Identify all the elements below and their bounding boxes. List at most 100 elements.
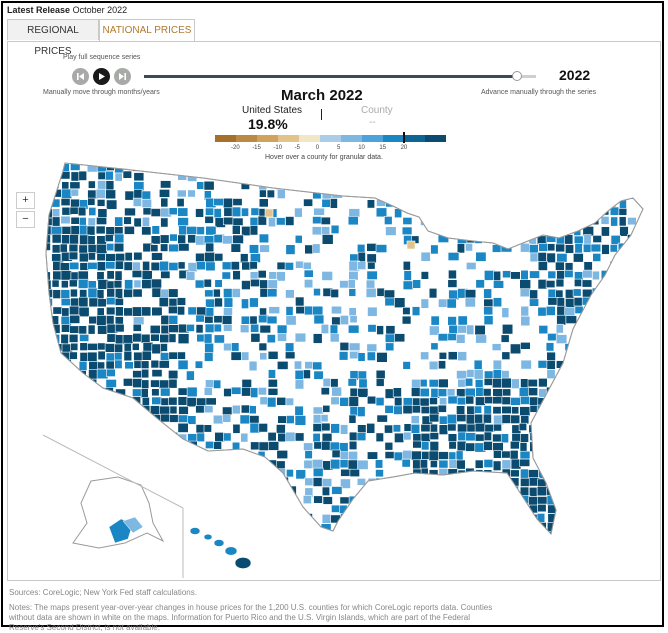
county-cell (159, 486, 171, 498)
county-cell (456, 413, 467, 422)
county-cell (356, 180, 367, 189)
county-cell (329, 198, 338, 209)
us-county-map[interactable] (3, 3, 663, 583)
county-cell (213, 198, 224, 206)
legend-tick-label: -10 (273, 145, 283, 151)
county-cell (276, 324, 288, 335)
county-cell (403, 270, 412, 281)
county-cell (375, 207, 388, 218)
county-cell (628, 406, 637, 415)
county-cell (123, 288, 133, 298)
county-cell (294, 378, 305, 390)
county-cell (46, 198, 53, 206)
county-cell (646, 424, 655, 433)
zoom-out-button[interactable]: − (16, 211, 35, 228)
county-cell (358, 172, 368, 182)
county-cell (475, 513, 486, 522)
county-cell (97, 406, 109, 417)
county-cell (456, 486, 466, 497)
county-cell (573, 198, 586, 207)
county-cell (646, 532, 653, 541)
county-cell (537, 441, 550, 452)
county-cell (258, 233, 270, 244)
county-cell (321, 234, 334, 245)
county-cell (204, 342, 214, 354)
county-cell (375, 487, 385, 497)
county-cell (465, 262, 477, 270)
county-cell (646, 343, 655, 351)
county-cell (574, 450, 583, 459)
county-cell (366, 243, 377, 252)
timeline-slider-handle[interactable] (512, 71, 522, 81)
county-cell (78, 378, 89, 389)
county-cell (556, 406, 568, 416)
county-cell (582, 269, 593, 279)
county-cell (160, 217, 169, 228)
county-cell (556, 226, 566, 236)
hawaii-island (203, 533, 213, 541)
county-cell (501, 351, 511, 360)
county-cell (320, 414, 329, 423)
county-cell (194, 360, 203, 369)
county-cell (628, 496, 638, 507)
county-cell (483, 513, 493, 524)
county-cell (430, 540, 439, 547)
county-cell (87, 469, 96, 479)
county-cell (321, 513, 333, 524)
county-cell (619, 541, 629, 549)
county-cell (538, 377, 548, 388)
county-cell (491, 522, 502, 530)
county-cell (555, 487, 566, 496)
county-cell (78, 296, 89, 308)
county-cell (583, 424, 594, 433)
zoom-in-button[interactable]: + (16, 192, 35, 209)
county-cell (267, 387, 279, 396)
timeline-slider-track[interactable] (144, 75, 516, 78)
play-button[interactable] (93, 68, 110, 85)
county-cell (636, 324, 643, 333)
county-cell (124, 361, 134, 370)
county-cell (114, 316, 124, 325)
county-cell (275, 523, 288, 534)
county-cell (421, 440, 430, 451)
county-cell (177, 513, 188, 525)
county-cell (51, 503, 59, 513)
county-cell (141, 350, 152, 361)
county-cell (78, 278, 90, 289)
county-cell (647, 396, 657, 406)
county-cell (186, 323, 195, 332)
county-cell (232, 234, 244, 244)
county-cell (429, 432, 439, 440)
county-cell (592, 542, 601, 551)
county-cell (590, 172, 601, 183)
county-cell (97, 414, 108, 425)
county-cell (348, 440, 358, 451)
county-cell (636, 531, 643, 534)
county-cell (367, 324, 377, 333)
county-cell (69, 468, 79, 477)
county-cell (46, 271, 51, 282)
tab-regional-prices[interactable]: REGIONAL PRICES (7, 19, 99, 57)
county-cell (563, 388, 572, 398)
county-cell (52, 289, 61, 299)
advance-label: Advance manually through the series (481, 89, 597, 96)
county-cell (465, 503, 475, 513)
county-cell (250, 541, 258, 550)
previous-button[interactable] (72, 68, 89, 85)
county-cell (223, 216, 234, 226)
county-cell (51, 233, 62, 244)
county-cell (132, 288, 143, 298)
next-button[interactable] (114, 68, 131, 85)
county-cell (628, 542, 637, 551)
tab-national-prices[interactable]: NATIONAL PRICES (99, 19, 195, 41)
county-cell (574, 505, 585, 516)
county-cell (618, 450, 627, 460)
county-cell (141, 190, 151, 200)
county-cell (619, 523, 628, 533)
county-cell (583, 406, 594, 417)
county-cell (627, 467, 637, 476)
county-cell (114, 226, 124, 235)
timeline-slider-remainder[interactable] (516, 75, 536, 78)
county-cell (419, 387, 430, 397)
county-cell (69, 261, 80, 270)
